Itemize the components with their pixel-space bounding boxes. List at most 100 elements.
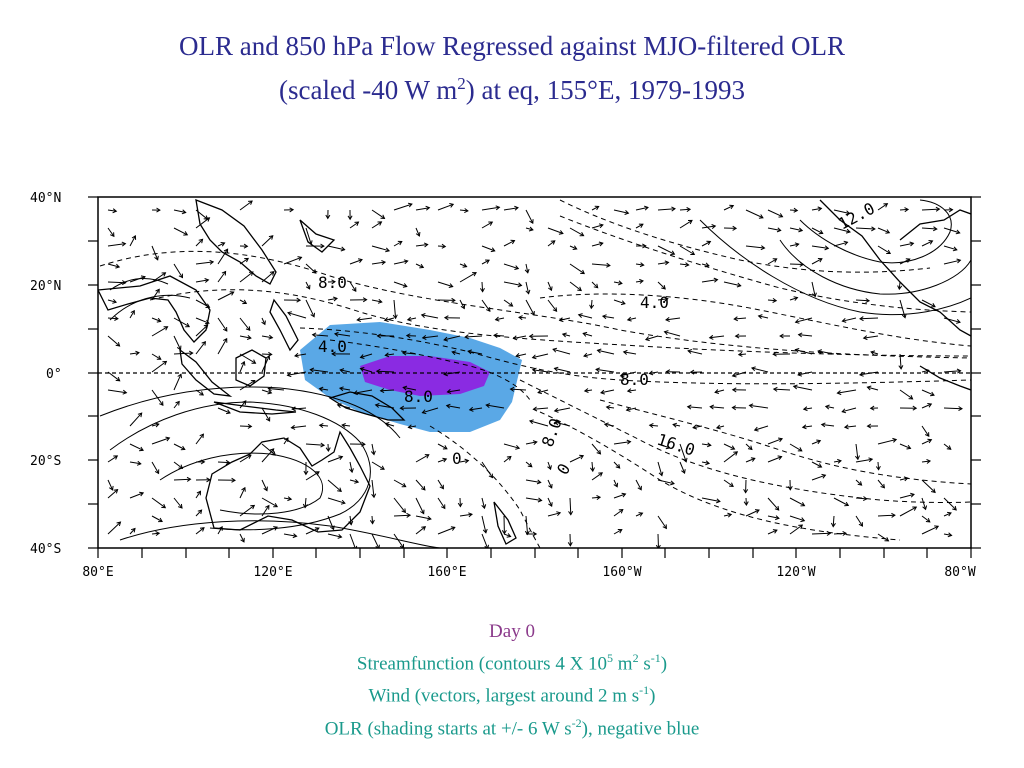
wind-vector-head — [866, 385, 872, 391]
wind-vector-head — [163, 326, 169, 331]
wind-vector — [327, 479, 342, 492]
wind-vector-head — [841, 318, 847, 323]
wind-vector-head — [375, 544, 380, 548]
wind-vector — [380, 389, 395, 392]
wind-vector-head — [753, 426, 759, 432]
wind-vector-head — [817, 258, 823, 263]
wind-vector — [261, 505, 270, 517]
wind-vector — [821, 424, 835, 427]
wind-vector — [151, 497, 166, 509]
wind-vector-head — [154, 469, 160, 475]
contour-label: 8.0 — [620, 370, 649, 389]
wind-vector — [591, 496, 601, 499]
wind-vector — [899, 208, 909, 211]
wind-vector-head — [711, 224, 717, 229]
wind-vector — [657, 515, 667, 529]
wind-vector — [385, 353, 395, 356]
wind-vector-head — [897, 285, 903, 291]
wind-vector-head — [206, 477, 211, 483]
wind-vector-head — [484, 544, 489, 548]
regression-map: 12.0 8.0 4.0 8.0 4.0 16.0 8.0 0 0 8.0 — [30, 191, 981, 580]
wind-vector-head — [380, 214, 386, 219]
wind-vector-head — [506, 533, 512, 538]
wind-vector — [525, 281, 530, 294]
wind-vector — [393, 281, 407, 287]
wind-vector — [525, 263, 529, 273]
wind-vector-head — [598, 241, 604, 247]
wind-vector-head — [836, 390, 842, 396]
wind-vector — [525, 209, 534, 224]
wind-vector-head — [464, 334, 469, 340]
wind-vector-head — [705, 460, 711, 466]
wind-vector-head — [514, 205, 519, 211]
wind-vector — [217, 526, 223, 535]
wind-vector-head — [112, 208, 118, 214]
contour-label: 0 — [452, 449, 462, 468]
wind-vector — [898, 281, 901, 290]
wind-vector-head — [302, 503, 308, 509]
wind-vector — [802, 425, 813, 428]
wind-vector — [107, 521, 121, 535]
lon-label-120e: 120°E — [253, 565, 292, 580]
wind-vector-head — [250, 504, 256, 510]
wind-vector-head — [154, 255, 159, 261]
wind-vector — [261, 526, 278, 535]
wind-vector — [393, 479, 406, 488]
wind-vector-head — [842, 530, 848, 536]
wind-vector — [195, 238, 203, 247]
wind-vector-head — [812, 292, 817, 298]
wind-vector — [767, 438, 783, 445]
wind-vector-head — [399, 543, 405, 548]
wind-vector-head — [733, 451, 739, 456]
wind-vector-head — [743, 488, 749, 494]
wind-vector-head — [325, 214, 331, 220]
wind-vector-head — [165, 436, 171, 442]
wind-vector — [459, 460, 469, 463]
wind-vector-head — [292, 533, 298, 539]
wind-vector-head — [747, 445, 753, 451]
wind-vector-head — [948, 207, 954, 213]
wind-vector-head — [113, 455, 119, 460]
wind-vector — [701, 461, 710, 464]
wind-vector-head — [130, 527, 136, 533]
wind-vector — [107, 489, 118, 499]
wind-vector — [664, 331, 681, 337]
wind-vector-head — [250, 379, 256, 385]
wind-vector-head — [537, 389, 543, 395]
wind-vector-head — [218, 525, 223, 531]
wind-vector-head — [709, 404, 715, 410]
wind-vector-head — [662, 524, 667, 530]
wind-vector-head — [817, 206, 823, 212]
wind-vector — [437, 443, 448, 450]
wind-vector-head — [303, 470, 309, 476]
wind-vector — [107, 227, 115, 237]
wind-vector — [371, 461, 385, 470]
wind-vector — [239, 454, 252, 463]
wind-vector-head — [116, 521, 122, 527]
wind-vector — [415, 497, 425, 514]
wind-vector-head — [311, 269, 317, 274]
wind-vector — [349, 515, 352, 525]
wind-vector — [613, 441, 631, 445]
wind-vector — [107, 243, 126, 247]
wind-vector — [518, 316, 527, 319]
wind-vector — [547, 240, 556, 247]
wind-vector-head — [441, 243, 447, 249]
wind-vector — [334, 333, 351, 337]
wind-vector-head — [530, 310, 535, 316]
wind-vector-head — [338, 455, 344, 461]
wind-vector-head — [757, 314, 763, 319]
wind-vector — [921, 439, 932, 445]
wind-vector — [305, 263, 317, 274]
wind-vector-head — [314, 527, 320, 532]
wind-vector-head — [325, 447, 331, 452]
wind-vector-head — [294, 352, 299, 358]
wind-vector — [613, 509, 624, 517]
wind-vector-head — [177, 373, 182, 379]
wind-vector — [173, 352, 193, 355]
wind-vector-head — [462, 263, 468, 268]
wind-vector-head — [509, 386, 515, 392]
wind-vector — [811, 440, 821, 445]
wind-vector — [493, 334, 505, 337]
wind-vector — [503, 240, 515, 247]
